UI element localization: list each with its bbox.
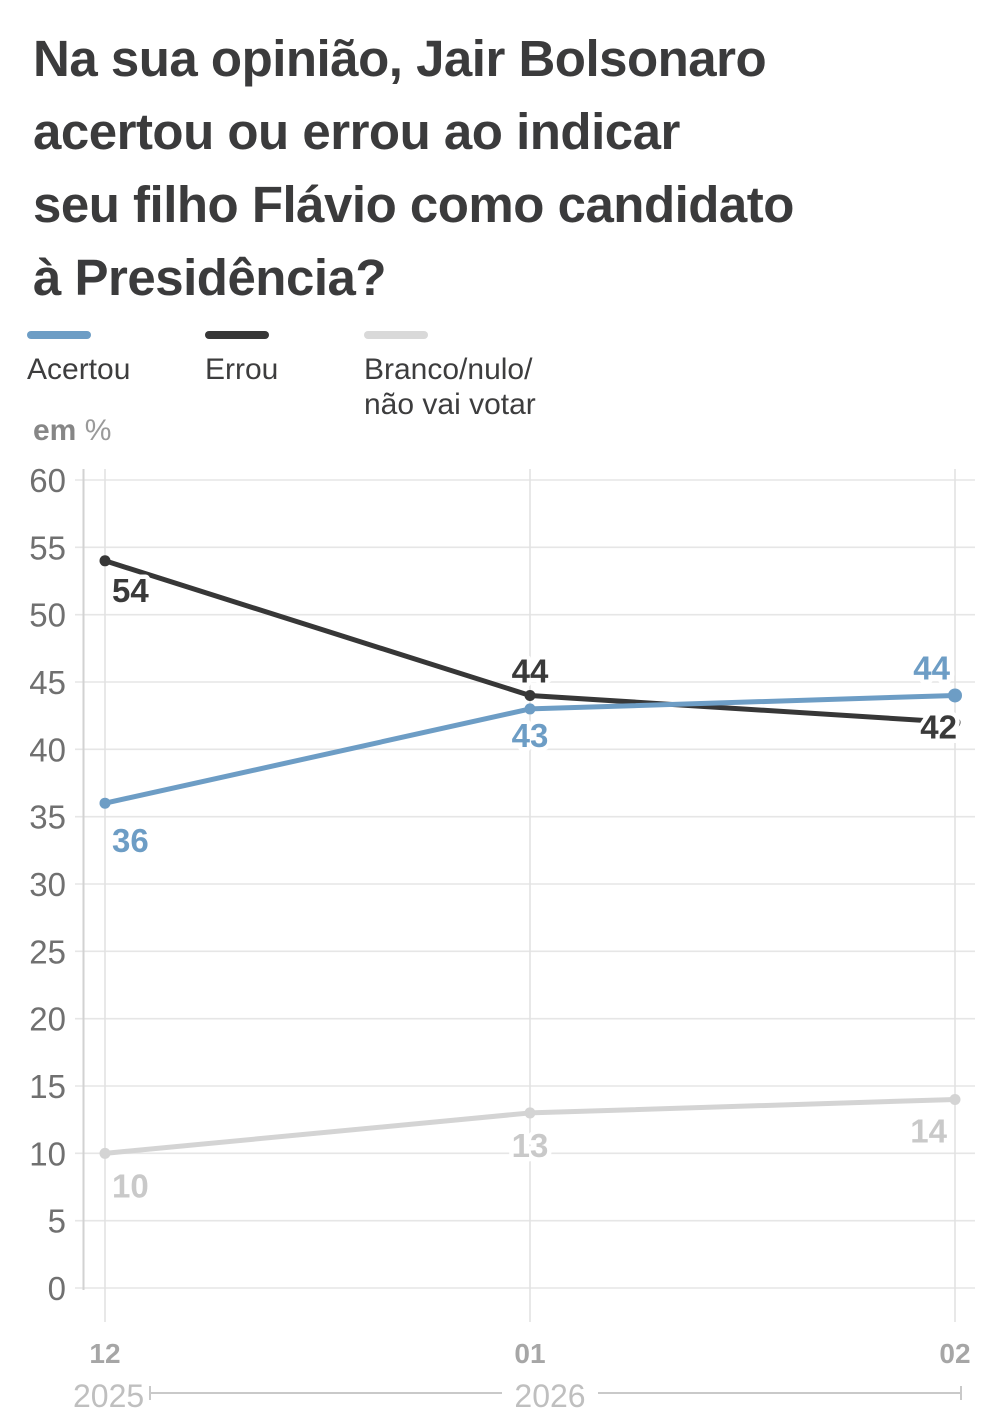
legend-swatch-acertou — [27, 331, 91, 339]
data-point-acertou — [99, 797, 111, 809]
legend-swatch-branco-nulo — [364, 331, 428, 339]
title-line: seu filho Flávio como candidato — [33, 176, 794, 233]
title-line: Na sua opinião, Jair Bolsonaro — [33, 30, 767, 87]
y-tick-label: 40 — [29, 731, 66, 768]
y-tick-label: 5 — [48, 1203, 66, 1240]
y-tick-label: 30 — [29, 866, 66, 903]
y-tick-label: 35 — [29, 799, 66, 836]
title-line: acertou ou errou ao indicar — [33, 103, 680, 160]
unit-em: em — [33, 414, 77, 447]
legend-label: Branco/nulo/ não vai votar — [364, 353, 536, 421]
y-tick-label: 10 — [29, 1135, 66, 1172]
x-tick-label: 02 — [939, 1338, 970, 1369]
y-tick-label: 15 — [29, 1068, 66, 1105]
chart-title: Na sua opinião, Jair Bolsonaro acertou o… — [33, 22, 968, 314]
legend-label: Errou — [205, 353, 279, 386]
legend-swatch-errou — [205, 331, 269, 339]
legend-label: Acertou — [27, 353, 131, 386]
y-tick-label: 60 — [29, 462, 66, 499]
data-point-acertou — [524, 703, 536, 715]
data-label-acertou: 36 — [112, 822, 149, 859]
line-chart: 0510152025303540455055603643445444421013… — [29, 462, 975, 1414]
y-tick-label: 25 — [29, 933, 66, 970]
data-label-branco-nulo-n-o-vai-votar: 14 — [910, 1112, 947, 1149]
year-label-2026: 2026 — [514, 1378, 585, 1414]
data-point-branco-nulo-n-o-vai-votar — [99, 1147, 111, 1159]
y-tick-label: 20 — [29, 1001, 66, 1038]
y-tick-label: 45 — [29, 664, 66, 701]
data-point-errou — [949, 716, 961, 728]
x-tick-label: 12 — [89, 1338, 120, 1369]
data-label-branco-nulo-n-o-vai-votar: 13 — [512, 1127, 549, 1164]
y-tick-label: 50 — [29, 597, 66, 634]
title-line: à Presidência? — [33, 249, 387, 306]
data-point-branco-nulo-n-o-vai-votar — [949, 1093, 961, 1105]
data-label-errou: 42 — [920, 708, 957, 745]
unit-percent: % — [84, 414, 112, 447]
data-label-acertou: 44 — [913, 649, 950, 686]
year-label-2025: 2025 — [73, 1378, 144, 1414]
legend-item-branco-nulo: Branco/nulo/ não vai votar — [364, 331, 536, 422]
data-point-branco-nulo-n-o-vai-votar — [524, 1107, 536, 1119]
y-tick-label: 55 — [29, 529, 66, 566]
legend-item-acertou: Acertou — [27, 331, 130, 387]
y-axis-unit-label: em % — [33, 414, 111, 448]
data-label-acertou: 43 — [512, 717, 549, 754]
y-tick-label: 0 — [48, 1270, 66, 1307]
x-tick-label: 01 — [514, 1338, 545, 1369]
data-label-errou: 54 — [112, 572, 149, 609]
data-point-errou — [524, 689, 536, 701]
legend-item-errou: Errou — [205, 331, 278, 387]
data-point-errou — [99, 555, 111, 567]
data-label-errou: 44 — [512, 652, 549, 689]
data-label-branco-nulo-n-o-vai-votar: 10 — [112, 1167, 149, 1204]
data-point-acertou — [948, 688, 962, 703]
chart-legend: Acertou Errou Branco/nulo/ não vai votar — [0, 331, 984, 441]
